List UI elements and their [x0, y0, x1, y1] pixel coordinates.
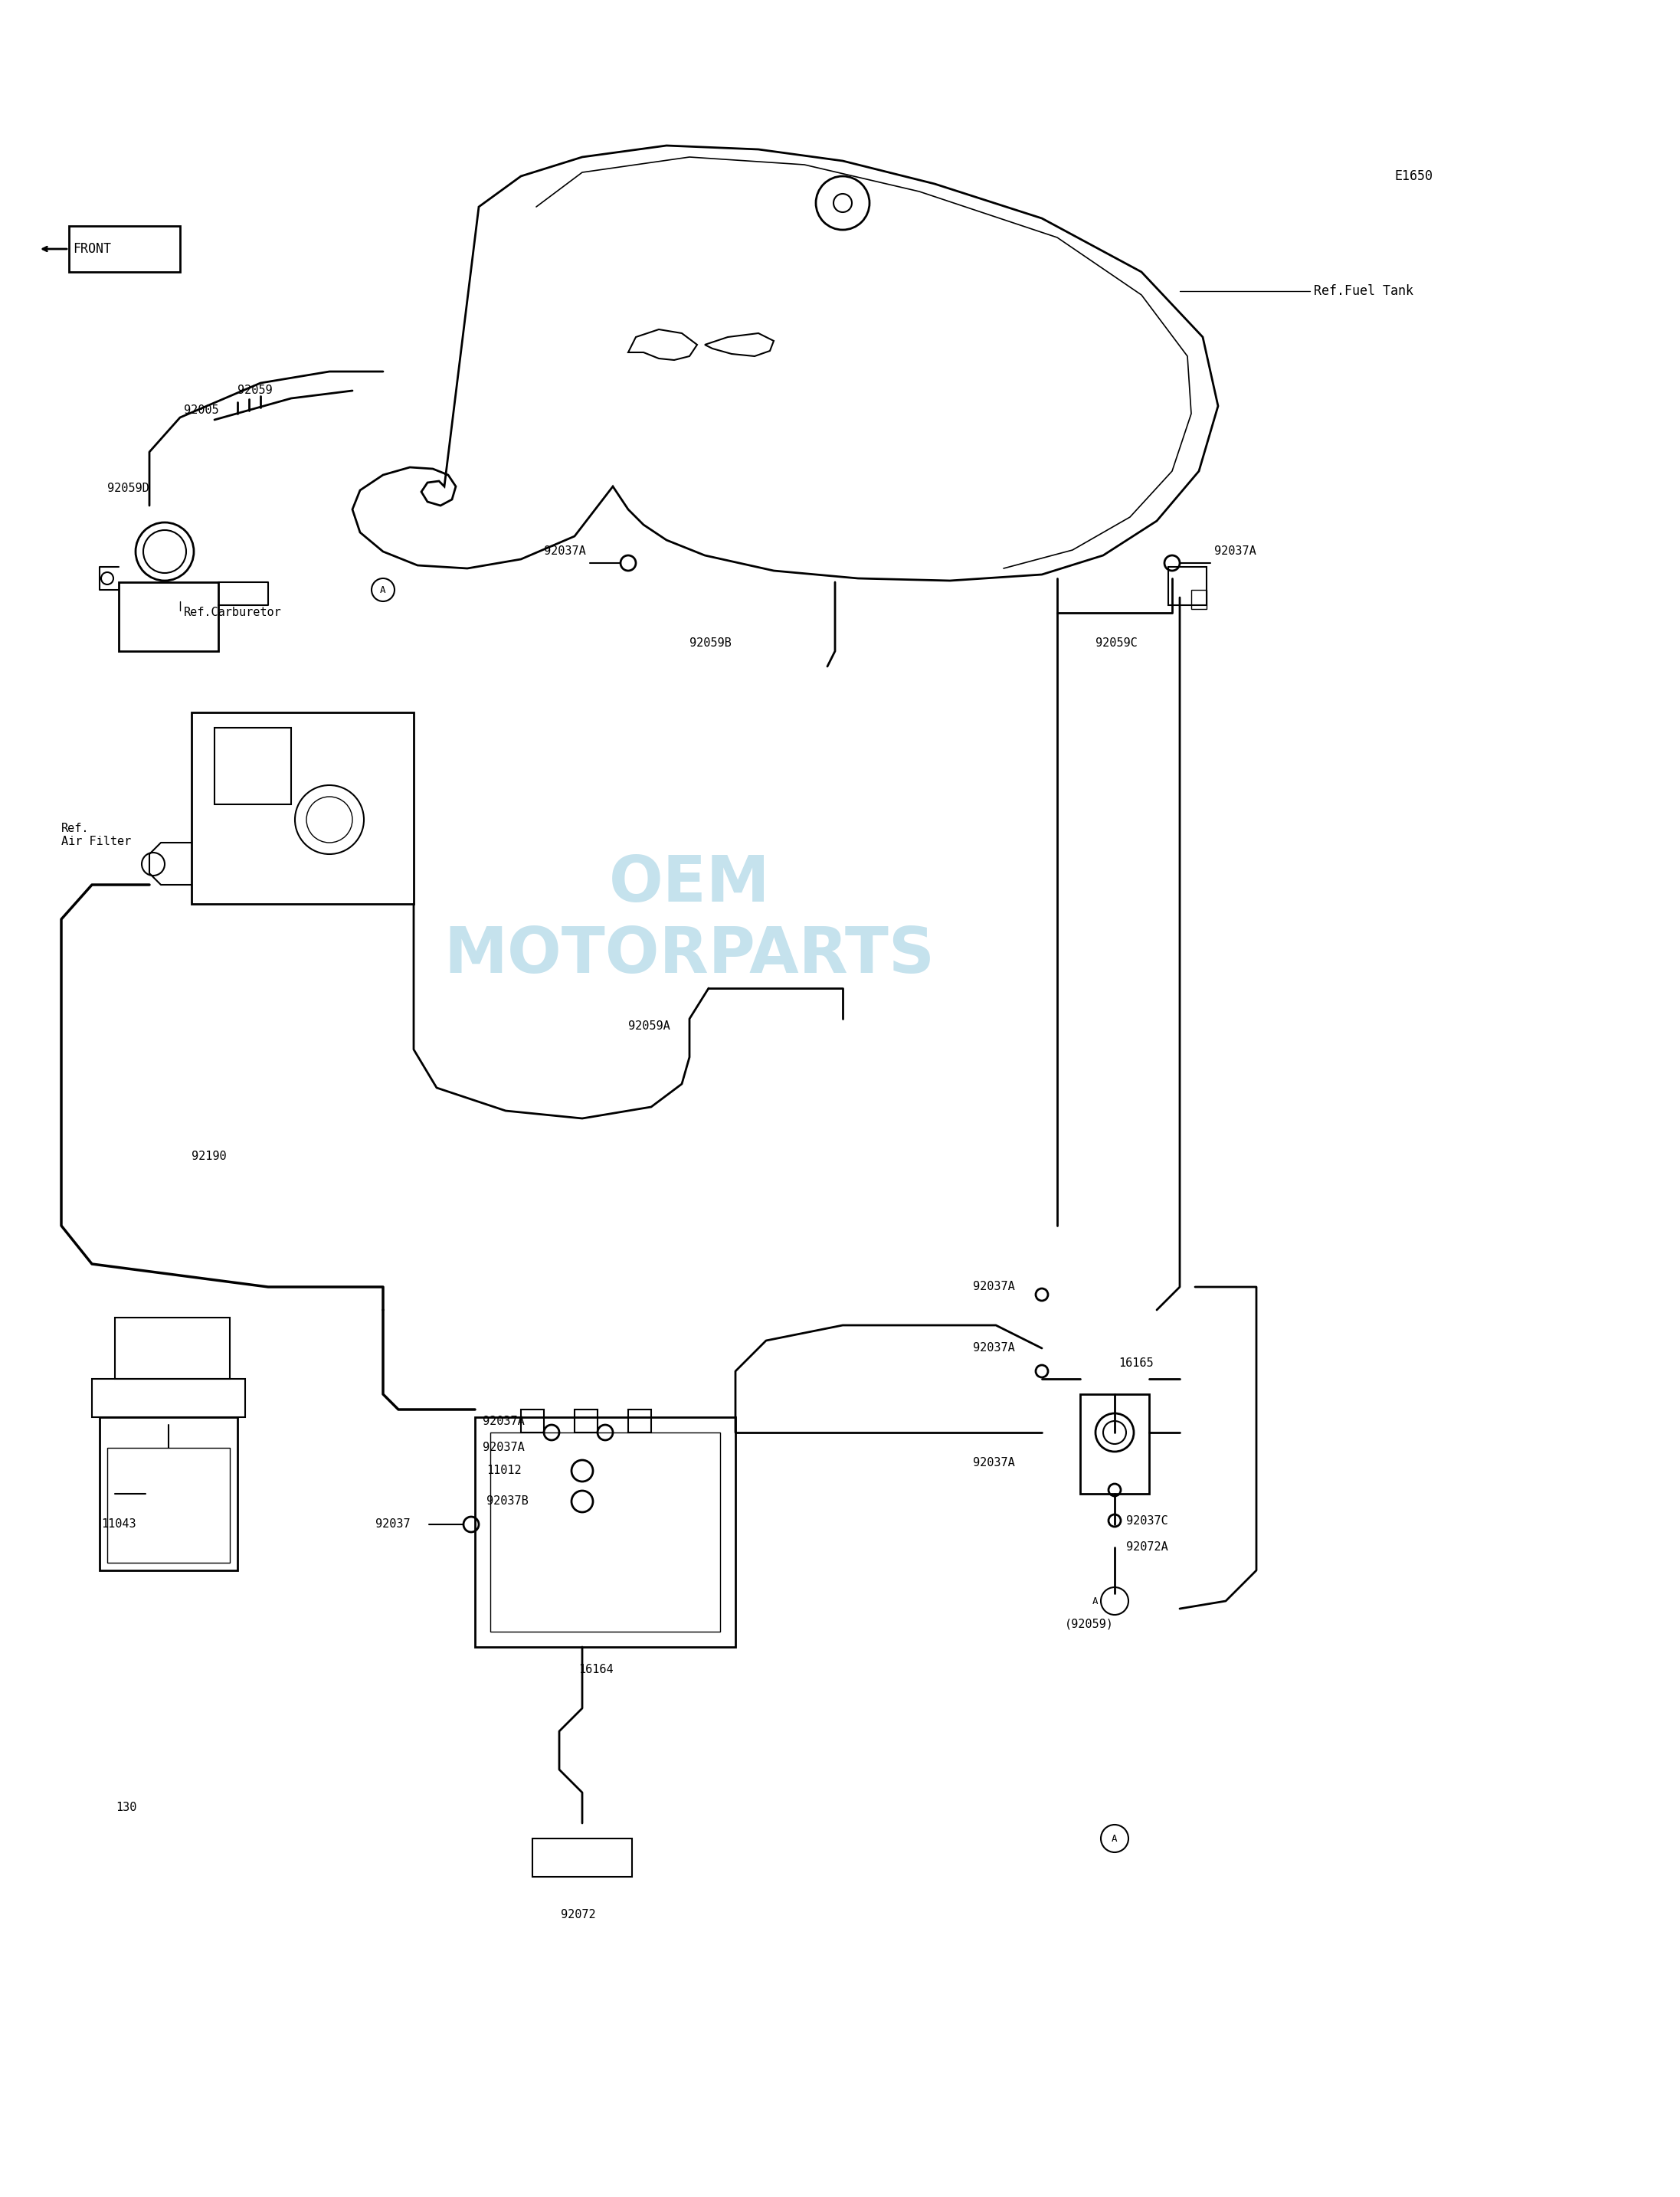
Text: 92037C: 92037C — [1126, 1516, 1168, 1527]
Text: 92037A: 92037A — [973, 1457, 1015, 1470]
Text: 16164: 16164 — [578, 1663, 613, 1676]
Text: OEM
MOTORPARTS: OEM MOTORPARTS — [444, 852, 936, 986]
Text: 92059B: 92059B — [689, 637, 731, 650]
Text: 92059A: 92059A — [628, 1022, 670, 1033]
Bar — [491, 1432, 721, 1632]
Bar — [215, 727, 291, 804]
Text: 92059C: 92059C — [1095, 637, 1137, 650]
Text: A: A — [1112, 1834, 1117, 1843]
Text: 92037A: 92037A — [544, 545, 586, 558]
Text: 92037B: 92037B — [487, 1496, 529, 1507]
Text: 92190: 92190 — [192, 1151, 227, 1162]
Bar — [69, 226, 180, 272]
Text: 92037A: 92037A — [973, 1281, 1015, 1292]
Text: 11043: 11043 — [101, 1518, 136, 1529]
Text: 92037: 92037 — [375, 1518, 410, 1529]
Bar — [475, 1417, 736, 1648]
Bar — [1080, 1395, 1149, 1494]
Text: 92072A: 92072A — [1126, 1542, 1168, 1553]
Text: 92059D: 92059D — [108, 483, 150, 494]
Bar — [575, 1410, 598, 1432]
Text: Ref.
Air Filter: Ref. Air Filter — [60, 822, 131, 848]
Text: 92037A: 92037A — [1215, 545, 1257, 558]
Text: 130: 130 — [116, 1802, 136, 1813]
Text: 92059: 92059 — [237, 384, 272, 395]
Bar — [99, 1417, 237, 1571]
Bar — [119, 582, 218, 650]
Bar — [1191, 589, 1206, 609]
Bar — [533, 1839, 632, 1876]
Text: E1650: E1650 — [1394, 169, 1433, 182]
Text: 92005: 92005 — [183, 404, 218, 415]
Bar — [108, 1448, 230, 1562]
Text: 16165: 16165 — [1119, 1358, 1154, 1369]
Bar — [1168, 567, 1206, 604]
Text: 92037A: 92037A — [482, 1441, 524, 1454]
Text: 92072: 92072 — [561, 1909, 596, 1920]
Text: 92037A: 92037A — [482, 1415, 524, 1426]
Text: Ref.Fuel Tank: Ref.Fuel Tank — [1314, 283, 1413, 299]
Text: A: A — [1092, 1595, 1099, 1606]
Bar — [521, 1410, 544, 1432]
Bar — [628, 1410, 652, 1432]
Bar — [92, 1380, 245, 1417]
Text: FRONT: FRONT — [72, 242, 111, 255]
Text: Ref.Carburetor: Ref.Carburetor — [183, 606, 282, 620]
Bar — [192, 712, 413, 903]
Text: (92059): (92059) — [1065, 1619, 1114, 1630]
Text: A: A — [380, 584, 386, 595]
Text: 92037A: 92037A — [973, 1342, 1015, 1353]
Text: 11012: 11012 — [487, 1465, 521, 1476]
Bar — [114, 1318, 230, 1380]
